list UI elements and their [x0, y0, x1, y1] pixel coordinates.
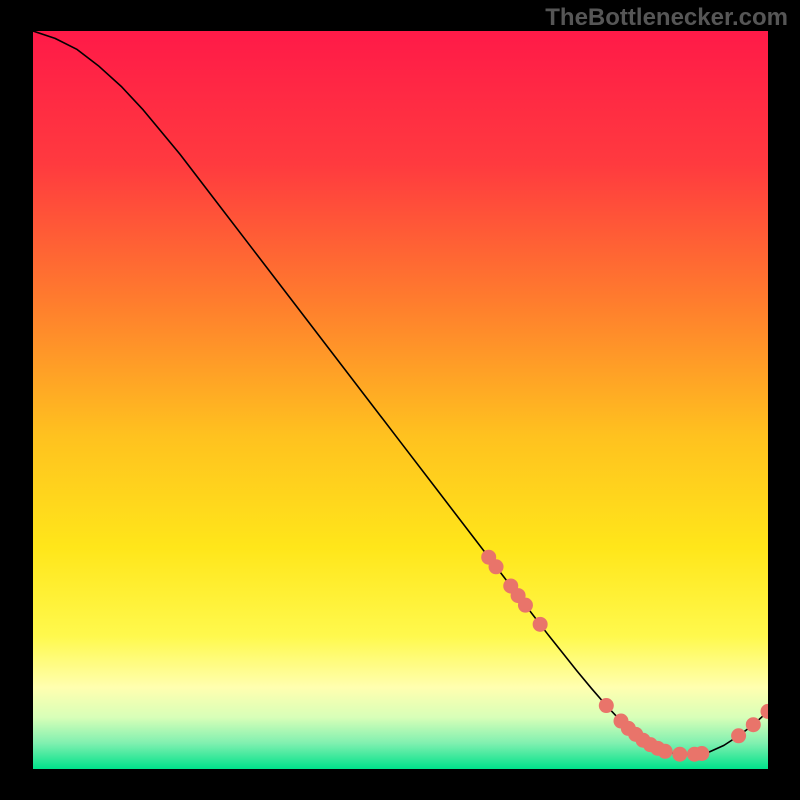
- data-point: [694, 746, 709, 761]
- data-point: [533, 617, 548, 632]
- bottleneck-curve: [33, 31, 768, 754]
- data-point: [731, 728, 746, 743]
- chart-frame: TheBottlenecker.com: [0, 0, 800, 800]
- watermark-label: TheBottlenecker.com: [545, 4, 788, 32]
- data-point: [518, 598, 533, 613]
- data-point: [746, 717, 761, 732]
- data-point: [489, 559, 504, 574]
- data-point: [599, 698, 614, 713]
- data-point: [672, 747, 687, 762]
- chart-svg-overlay: [33, 31, 768, 769]
- data-point: [658, 744, 673, 759]
- plot-area: [33, 31, 768, 769]
